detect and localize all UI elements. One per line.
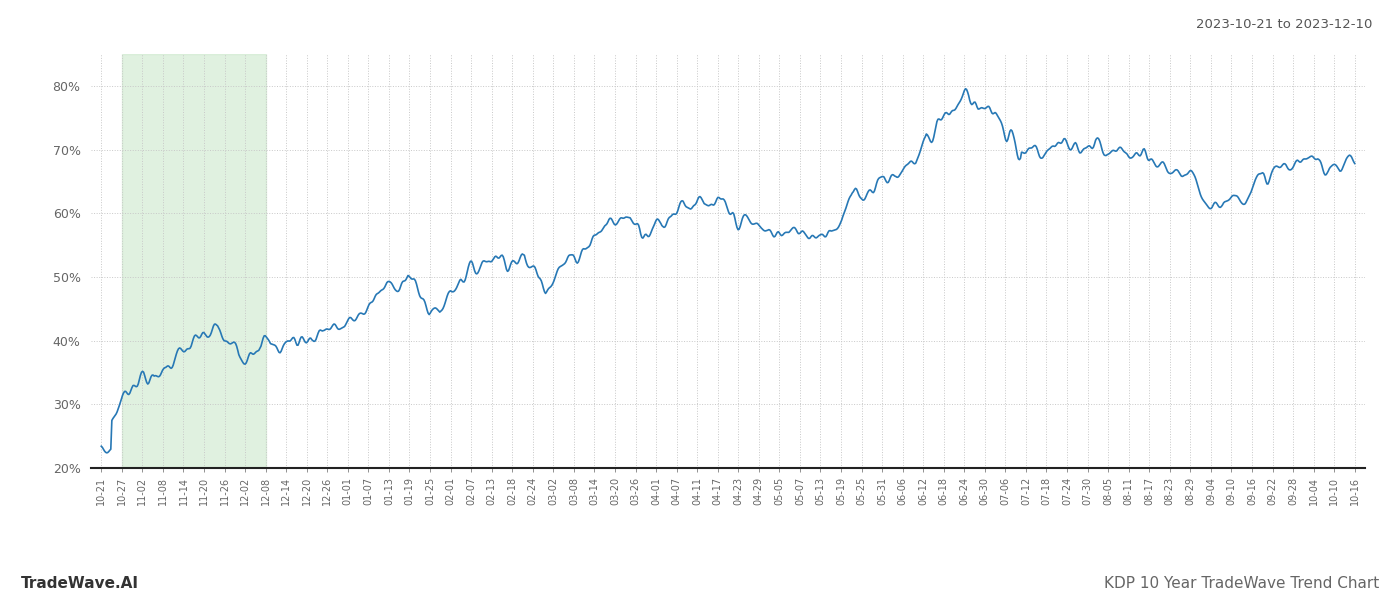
Bar <box>122 54 266 468</box>
Text: TradeWave.AI: TradeWave.AI <box>21 576 139 591</box>
Text: 2023-10-21 to 2023-12-10: 2023-10-21 to 2023-12-10 <box>1196 18 1372 31</box>
Text: KDP 10 Year TradeWave Trend Chart: KDP 10 Year TradeWave Trend Chart <box>1103 576 1379 591</box>
